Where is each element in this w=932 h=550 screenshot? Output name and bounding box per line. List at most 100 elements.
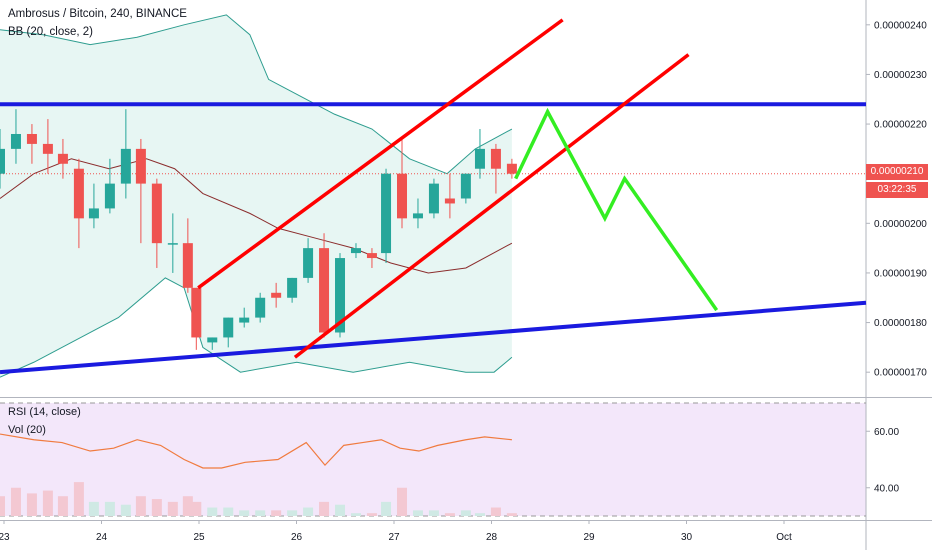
symbol-title: Ambrosus / Bitcoin, 240, BINANCE: [8, 8, 187, 20]
candle-body: [474, 148, 485, 169]
trend-line-blue: [0, 300, 867, 375]
candle-body: [223, 317, 234, 338]
price-tick-label: 0.00000200: [874, 219, 927, 230]
candle-body: [120, 148, 131, 184]
volume-bar: [506, 513, 517, 516]
candle-body: [412, 213, 423, 219]
volume-bar: [271, 510, 282, 516]
candle-body: [271, 292, 282, 298]
candle-body: [0, 148, 5, 174]
rsi-tick-label: 60.00: [874, 427, 899, 438]
candle-body: [104, 183, 115, 209]
time-tick-label: 24: [96, 532, 108, 543]
candle-body: [444, 198, 455, 204]
time-tick-label: 25: [193, 532, 205, 543]
volume-bar: [182, 496, 193, 516]
volume-bar: [73, 482, 84, 516]
candle-body: [303, 248, 314, 278]
bar-countdown-tag: 03:22:35: [866, 182, 928, 198]
bb-upper-line: [0, 14, 513, 175]
volume-bar: [167, 501, 178, 516]
volume-bar: [319, 501, 330, 516]
candle-body: [350, 248, 361, 254]
candle-body: [10, 133, 21, 149]
candle-body: [319, 248, 330, 333]
candle-body: [428, 183, 439, 214]
volume-bar: [26, 493, 37, 516]
candle-body: [506, 163, 517, 174]
candle-body: [381, 173, 392, 254]
candle-body: [460, 173, 471, 199]
volume-bar: [490, 507, 501, 516]
candle-body: [42, 143, 53, 154]
volume-bar: [0, 496, 5, 516]
volume-bar: [412, 510, 423, 516]
candle-body: [191, 287, 202, 338]
volume-bar: [397, 487, 408, 516]
candle-body: [490, 148, 501, 169]
volume-bar: [444, 513, 455, 516]
volume-bar: [255, 510, 266, 516]
candle-body: [239, 317, 250, 323]
time-tick-label: 23: [0, 532, 10, 543]
rsi-indicator-label: RSI (14, close): [8, 406, 81, 418]
time-tick-label: Oct: [776, 532, 792, 543]
volume-bar: [428, 510, 439, 516]
volume-bar: [381, 501, 392, 516]
candle-body: [88, 208, 99, 219]
price-tick-label: 0.00000190: [874, 268, 927, 279]
last-price-tag: 0.00000210: [866, 164, 928, 180]
volume-bar: [287, 510, 298, 516]
candle-body: [287, 277, 298, 298]
candle-body: [167, 243, 178, 245]
volume-bar: [88, 501, 99, 516]
volume-indicator-label: Vol (20): [8, 424, 46, 436]
bb-middle-line: [0, 158, 513, 274]
candle-body: [366, 253, 377, 259]
rsi-tick-label: 40.00: [874, 483, 899, 494]
rsi-line: [0, 433, 512, 469]
price-tick-label: 0.00000170: [874, 368, 927, 379]
volume-bar: [350, 513, 361, 516]
volume-bar: [104, 501, 115, 516]
volume-bar: [57, 496, 68, 516]
volume-bar: [366, 513, 377, 516]
time-tick-label: 29: [583, 532, 595, 543]
price-tick-label: 0.00000230: [874, 70, 927, 81]
volume-bar: [239, 510, 250, 516]
volume-bar: [191, 501, 202, 516]
bb-indicator-label: BB (20, close, 2): [8, 26, 94, 38]
time-tick-label: 26: [291, 532, 303, 543]
trend-line-red: [293, 53, 690, 359]
volume-bar: [223, 507, 234, 516]
candle-body: [182, 243, 193, 288]
time-tick-label: 30: [681, 532, 693, 543]
candle-body: [73, 168, 84, 219]
volume-bar: [135, 496, 146, 516]
bb-lower-line: [0, 277, 513, 378]
volume-bar: [120, 504, 131, 516]
candle-body: [135, 148, 146, 184]
volume-bar: [42, 490, 53, 516]
volume-bar: [10, 487, 21, 516]
time-tick-label: 28: [486, 532, 498, 543]
candle-body: [335, 258, 346, 333]
candle-body: [26, 133, 37, 144]
price-tick-label: 0.00000180: [874, 318, 927, 329]
rsi-pane-background: [0, 403, 866, 516]
candle-body: [207, 337, 218, 343]
volume-bar: [335, 504, 346, 516]
polyline-green: [514, 107, 719, 312]
volume-bar: [474, 513, 485, 516]
price-tick-label: 0.00000220: [874, 120, 927, 131]
volume-bar: [207, 507, 218, 516]
volume-bar: [303, 507, 314, 516]
candle-body: [397, 173, 408, 219]
price-tick-label: 0.00000240: [874, 20, 927, 31]
volume-bar: [151, 499, 162, 516]
candle-body: [255, 297, 266, 318]
candle-body: [57, 153, 68, 164]
trend-line-red: [197, 18, 564, 290]
volume-bar: [460, 510, 471, 516]
